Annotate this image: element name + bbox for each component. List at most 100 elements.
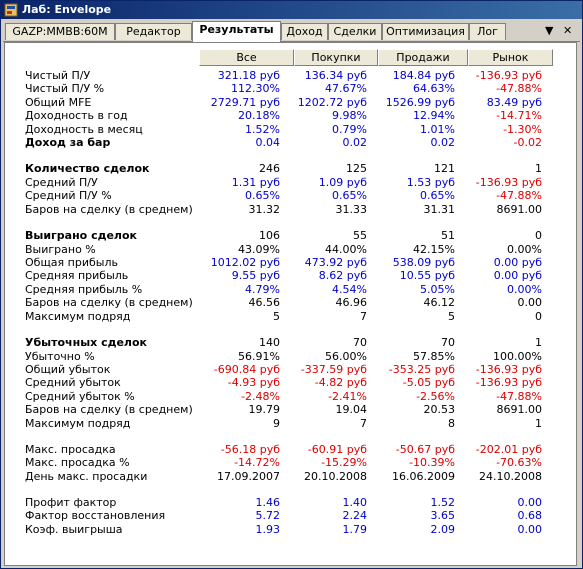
table-row: Максимум подряд 5 7 5 0	[5, 310, 576, 323]
tab-list-dropdown-icon[interactable]: ▼	[545, 24, 554, 37]
row-value: 31.31	[423, 203, 456, 216]
row-value: 0.79%	[332, 123, 367, 136]
row-value: 1	[535, 336, 542, 349]
row-label: Убыточных сделок	[25, 336, 148, 349]
row-value: 20.10.2008	[304, 470, 367, 483]
row-label: Выиграно %	[25, 243, 96, 256]
row-label: Профит фактор	[25, 496, 117, 509]
row-value: 8691.00	[496, 403, 543, 416]
column-header-sells[interactable]: Продажи	[378, 49, 468, 66]
tab-close-icon[interactable]: ✕	[563, 24, 573, 37]
column-header-buys[interactable]: Покупки	[294, 49, 378, 66]
row-value: 1.40	[342, 496, 368, 509]
tab-results[interactable]: Результаты	[192, 21, 281, 42]
row-value: -70.63%	[496, 456, 542, 469]
row-value: 55	[353, 229, 367, 242]
tab-optimization[interactable]: Оптимизация	[382, 23, 469, 40]
column-header-row: Все Покупки Продажи Рынок	[5, 49, 576, 67]
table-row: Общий MFE 2729.71 руб 1202.72 руб 1526.99 р…	[5, 96, 576, 109]
row-label: Средняя прибыль	[25, 269, 129, 282]
table-row: Средний убыток -4.93 руб -4.82 руб -5.05 ру…	[5, 376, 576, 389]
table-row: Средняя прибыль 9.55 руб 8.62 руб 10.55 руб…	[5, 269, 576, 282]
row-value: -2.41%	[328, 390, 367, 403]
row-value: 4.79%	[245, 283, 280, 296]
row-value: 1.52%	[245, 123, 280, 136]
row-value: 0.65%	[420, 189, 455, 202]
table-row: Доход за бар 0.04 0.02 0.02 -0.02	[5, 136, 576, 149]
row-value: 0	[535, 310, 542, 323]
row-value: 12.94%	[413, 109, 455, 122]
tab-symbol[interactable]: GAZP:MMBB:60M	[5, 23, 115, 40]
row-value: 0.04	[255, 136, 281, 149]
row-value: 42.15%	[413, 243, 455, 256]
row-value: 70	[441, 336, 455, 349]
tab-trades[interactable]: Сделки	[328, 23, 382, 40]
row-value: -353.25 руб	[388, 363, 455, 376]
row-value: 24.10.2008	[479, 470, 542, 483]
row-label: Коэф. выигрыша	[25, 523, 123, 536]
row-value: 106	[259, 229, 280, 242]
row-value: 19.04	[335, 403, 368, 416]
row-value: 136.34 руб	[304, 69, 367, 82]
row-value: 46.12	[423, 296, 456, 309]
row-value: 20.18%	[238, 109, 280, 122]
row-value: -4.82 руб	[314, 376, 367, 389]
row-label: Чистый П/У	[25, 69, 91, 82]
table-row: Макс. просадка -56.18 руб -60.91 руб -50.67…	[5, 443, 576, 456]
tab-editor[interactable]: Редактор	[115, 23, 192, 40]
tab-income[interactable]: Доход	[281, 23, 328, 40]
table-row: Средний П/У % 0.65% 0.65% 0.65% -47.88%	[5, 189, 576, 202]
row-value: -0.02	[513, 136, 542, 149]
row-value: 51	[441, 229, 455, 242]
table-row: Средняя прибыль % 4.79% 4.54% 5.05% 0.00%	[5, 283, 576, 296]
row-label: Средний убыток %	[25, 390, 135, 403]
row-value: 0.00	[517, 523, 543, 536]
row-value: 83.49 руб	[486, 96, 542, 109]
table-row: Убыточно % 56.91% 56.00% 57.85% 100.00%	[5, 350, 576, 363]
row-value: -56.18 руб	[220, 443, 280, 456]
row-value: 538.09 руб	[392, 256, 455, 269]
table-row: Количество сделок 246 125 121 1	[5, 162, 576, 175]
row-value: 321.18 руб	[217, 69, 280, 82]
row-value: 8	[448, 417, 455, 430]
row-value: -2.56%	[416, 390, 455, 403]
column-header-all[interactable]: Все	[199, 49, 294, 66]
row-label: Выиграно сделок	[25, 229, 138, 242]
row-value: 1526.99 руб	[385, 96, 455, 109]
table-row: Средний П/У 1.31 руб 1.09 руб 1.53 руб -136.…	[5, 176, 576, 189]
row-value: -60.91 руб	[307, 443, 367, 456]
row-value: 56.91%	[238, 350, 280, 363]
row-value: -14.71%	[496, 109, 542, 122]
row-value: 1	[535, 162, 542, 175]
row-value: 0.00	[517, 496, 543, 509]
row-value: 0.65%	[245, 189, 280, 202]
table-row: Максимум подряд 9 7 8 1	[5, 417, 576, 430]
title-bar[interactable]: Лаб: Envelope	[1, 1, 582, 19]
column-header-market[interactable]: Рынок	[468, 49, 553, 66]
row-value: 0.02	[342, 136, 368, 149]
row-label: Средний убыток	[25, 376, 121, 389]
row-value: 4.54%	[332, 283, 367, 296]
row-value: -136.93 руб	[475, 176, 542, 189]
row-value: 17.09.2007	[217, 470, 280, 483]
row-value: 2.24	[342, 509, 368, 522]
row-label: Доходность в год	[25, 109, 128, 122]
row-value: 9.98%	[332, 109, 367, 122]
row-value: -47.88%	[496, 390, 542, 403]
row-value: 9.55 руб	[231, 269, 280, 282]
table-row: Общий убыток -690.84 руб -337.59 руб -353.2…	[5, 363, 576, 376]
row-value: 1202.72 руб	[297, 96, 367, 109]
row-value: 5.05%	[420, 283, 455, 296]
row-value: -202.01 руб	[475, 443, 542, 456]
table-row: Профит фактор 1.46 1.40 1.52 0.00	[5, 496, 576, 509]
row-label: Максимум подряд	[25, 310, 131, 323]
row-value: 5	[448, 310, 455, 323]
row-label: День макс. просадки	[25, 470, 148, 483]
tab-log[interactable]: Лог	[469, 23, 506, 40]
row-label: Баров на сделку (в среднем)	[25, 296, 193, 309]
row-value: 1.46	[255, 496, 281, 509]
table-row: Средний убыток % -2.48% -2.41% -2.56% -47.88…	[5, 390, 576, 403]
table-row: Баров на сделку (в среднем) 46.56 46.96 46.…	[5, 296, 576, 309]
row-value: 8.62 руб	[318, 269, 367, 282]
